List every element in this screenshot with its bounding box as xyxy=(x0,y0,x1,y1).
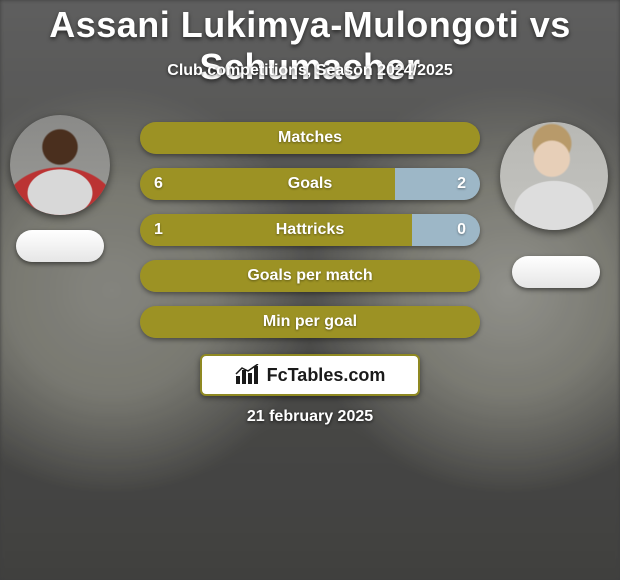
stat-label-goals: Goals xyxy=(140,168,480,200)
stat-label-goals-per-match: Goals per match xyxy=(140,260,480,292)
stat-label-min-per-goal: Min per goal xyxy=(140,306,480,338)
page-subtitle: Club competitions, Season 2024/2025 xyxy=(0,62,620,80)
player1-photo xyxy=(10,115,110,215)
stat-value-p2-hattricks: 0 xyxy=(457,214,466,246)
player2-avatar xyxy=(500,122,608,230)
stat-label-hattricks: Hattricks xyxy=(140,214,480,246)
stat-row-matches: Matches xyxy=(140,122,480,154)
stat-row-min-per-goal: Min per goal xyxy=(140,306,480,338)
stats-bars: Matches Goals6 2 Hattricks1 0 Goals per match… xyxy=(140,122,480,352)
bar-chart-icon xyxy=(235,364,261,386)
stat-value-p2-goals: 2 xyxy=(457,168,466,200)
fctables-badge[interactable]: FcTables.com xyxy=(200,354,420,396)
stat-value-p1-hattricks: 1 xyxy=(154,214,163,246)
comparison-infographic: Assani Lukimya-Mulongoti vs Schumacher C… xyxy=(0,0,620,580)
player2-photo xyxy=(500,122,608,230)
player1-club-badge xyxy=(16,230,104,262)
player1-avatar xyxy=(10,115,110,215)
player2-club-badge xyxy=(512,256,600,288)
stat-row-goals: Goals6 2 xyxy=(140,168,480,200)
stat-label-matches: Matches xyxy=(140,122,480,154)
footer-date: 21 february 2025 xyxy=(0,408,620,426)
fctables-label: FcTables.com xyxy=(267,365,386,386)
stat-row-hattricks: Hattricks1 0 xyxy=(140,214,480,246)
stat-value-p1-goals: 6 xyxy=(154,168,163,200)
stat-row-goals-per-match: Goals per match xyxy=(140,260,480,292)
